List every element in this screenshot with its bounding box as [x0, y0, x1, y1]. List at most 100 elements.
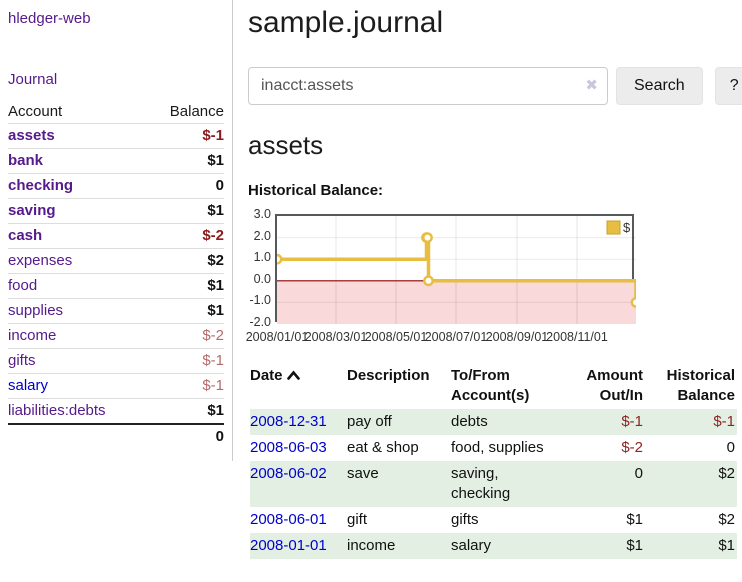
chart-data-point — [423, 275, 434, 287]
main-content: sample.journal ✖ Search ? assets Histori… — [246, 0, 742, 559]
account-row: expenses $2 — [8, 248, 224, 274]
account-balance: $-1 — [202, 352, 224, 369]
register-table: Date Description To/From Account(s) Amount Ou… — [250, 362, 737, 559]
account-link-gifts[interactable]: gifts — [8, 352, 36, 369]
column-header-line2: Account(s) — [451, 387, 530, 404]
brand-link[interactable]: hledger-web — [8, 10, 91, 27]
chart-data-point — [422, 232, 433, 244]
transaction-balance: $2 — [718, 511, 735, 528]
transaction-accounts: salary — [451, 537, 492, 554]
accounts-total: 0 — [215, 428, 224, 445]
account-link-income[interactable]: income — [8, 327, 57, 344]
page-title: sample.journal — [248, 6, 444, 39]
account-balance: $1 — [207, 402, 224, 419]
account-link-assets[interactable]: assets — [8, 127, 55, 144]
column-header-line1: Description — [347, 367, 430, 384]
account-link-bank[interactable]: bank — [8, 152, 44, 169]
clear-search-icon[interactable]: ✖ — [585, 77, 598, 94]
account-link-food[interactable]: food — [8, 277, 38, 294]
help-button[interactable]: ? — [714, 67, 742, 105]
accounts-table-body: assets $-1 bank $1 checking 0 saving $1 cash $-2 e… — [8, 124, 224, 450]
column-header-line1: To/From — [451, 367, 510, 384]
chart-xtick-label: 2008/11/01 — [546, 330, 608, 344]
search-button[interactable]: Search — [616, 67, 703, 105]
chart-xtick-label: 2008/03/01 — [304, 330, 368, 344]
transaction-accounts: gifts — [451, 511, 479, 528]
transaction-balance: $2 — [718, 465, 735, 482]
search-input-wrap: ✖ — [248, 67, 608, 105]
transaction-balance: $1 — [718, 537, 735, 554]
transaction-accounts: food, supplies — [451, 439, 544, 456]
register-column-header: Amount Out/In — [563, 362, 645, 409]
column-header-line1: Date — [250, 367, 283, 384]
account-row: bank $1 — [8, 148, 224, 174]
chart-legend-swatch — [606, 220, 621, 235]
account-row: income $-2 — [8, 323, 224, 349]
transaction-date-link[interactable]: 2008-06-03 — [250, 439, 327, 456]
account-link-supplies[interactable]: supplies — [8, 302, 64, 319]
column-header-line1: Historical — [666, 367, 735, 384]
account-link-salary[interactable]: salary — [8, 377, 49, 394]
account-row: saving $1 — [8, 198, 224, 224]
chart-ytick-label: 0.0 — [253, 271, 271, 286]
chart-xtick-label: 2008/09/01 — [485, 330, 549, 344]
transaction-date-link[interactable]: 2008-06-01 — [250, 511, 327, 528]
chart-ytick-label: 2.0 — [253, 228, 271, 243]
transaction-date-link[interactable]: 2008-12-31 — [250, 413, 327, 430]
historical-balance-chart: $ 3.0 2.0 1.0 0.0 -1.0 -2.0 2008/01/01 2008/03/… — [245, 207, 742, 344]
accounts-header-balance: Balance — [146, 100, 224, 124]
accounts-header-row: Account Balance — [8, 100, 224, 124]
account-row: cash $-2 — [8, 223, 224, 249]
account-link-saving[interactable]: saving — [8, 202, 56, 219]
account-row: supplies $1 — [8, 298, 224, 324]
chart-svg: $ — [271, 216, 642, 324]
account-row: assets $-1 — [8, 124, 224, 149]
transaction-amount: $-1 — [621, 413, 643, 430]
chart-xtick-label: 2008/07/01 — [424, 330, 488, 344]
chart-data-point — [630, 297, 642, 308]
account-row: checking 0 — [8, 173, 224, 199]
transaction-description: save — [347, 465, 379, 482]
transaction-amount: 0 — [634, 465, 643, 482]
account-link-checking[interactable]: checking — [8, 177, 74, 194]
accounts-header-account: Account — [8, 100, 147, 124]
sidebar-item-journal[interactable]: Journal — [8, 71, 58, 88]
transaction-date-link[interactable]: 2008-06-02 — [250, 465, 327, 482]
search-input[interactable] — [248, 67, 608, 105]
account-balance: $1 — [207, 152, 224, 169]
account-balance: $-1 — [202, 127, 224, 144]
account-balance: $-2 — [202, 327, 224, 344]
account-balance: $1 — [207, 277, 224, 294]
register-row: 2008-12-31 pay off debts $-1 $-1 — [250, 409, 737, 435]
account-row: food $1 — [8, 273, 224, 299]
transaction-accounts: saving, checking — [451, 465, 511, 502]
transaction-date-link[interactable]: 2008-01-01 — [250, 537, 327, 554]
account-link-cash[interactable]: cash — [8, 227, 43, 244]
column-header-line2: Out/In — [599, 387, 643, 404]
accounts-table: Account Balance assets $-1 bank $1 checking 0… — [8, 100, 224, 449]
register-row: 2008-06-03 eat & shop food, supplies $-2 0 — [250, 435, 737, 461]
account-link-expenses[interactable]: expenses — [8, 252, 73, 269]
transaction-balance: $-1 — [713, 413, 735, 430]
register-column-header: Description — [347, 362, 451, 409]
account-link-liabilities-debts[interactable]: liabilities:debts — [8, 402, 106, 419]
account-row: gifts $-1 — [8, 348, 224, 374]
chart-plot-area: $ — [271, 214, 642, 324]
chart-ytick-label: -2.0 — [249, 315, 271, 329]
register-column-header: Historical Balance — [645, 362, 737, 409]
chart-xtick-label: 2008/01/01 — [245, 330, 309, 344]
account-balance: $-1 — [202, 377, 224, 394]
transaction-amount: $-2 — [621, 439, 643, 456]
register-column-header: To/From Account(s) — [451, 362, 563, 409]
register-column-header[interactable]: Date — [250, 362, 347, 409]
sort-ascending-icon — [286, 370, 300, 380]
register-row: 2008-06-01 gift gifts $1 $2 — [250, 507, 737, 533]
account-balance: $-2 — [202, 227, 224, 244]
column-header-line1: Amount — [586, 367, 643, 384]
chart-ytick-label: 1.0 — [253, 250, 271, 265]
transaction-accounts: debts — [451, 413, 488, 430]
accounts-total-row: 0 — [8, 424, 224, 449]
sidebar: hledger-web Journal Account Balance asse… — [0, 0, 233, 461]
transaction-description: eat & shop — [347, 439, 419, 456]
account-balance: 0 — [215, 177, 224, 194]
